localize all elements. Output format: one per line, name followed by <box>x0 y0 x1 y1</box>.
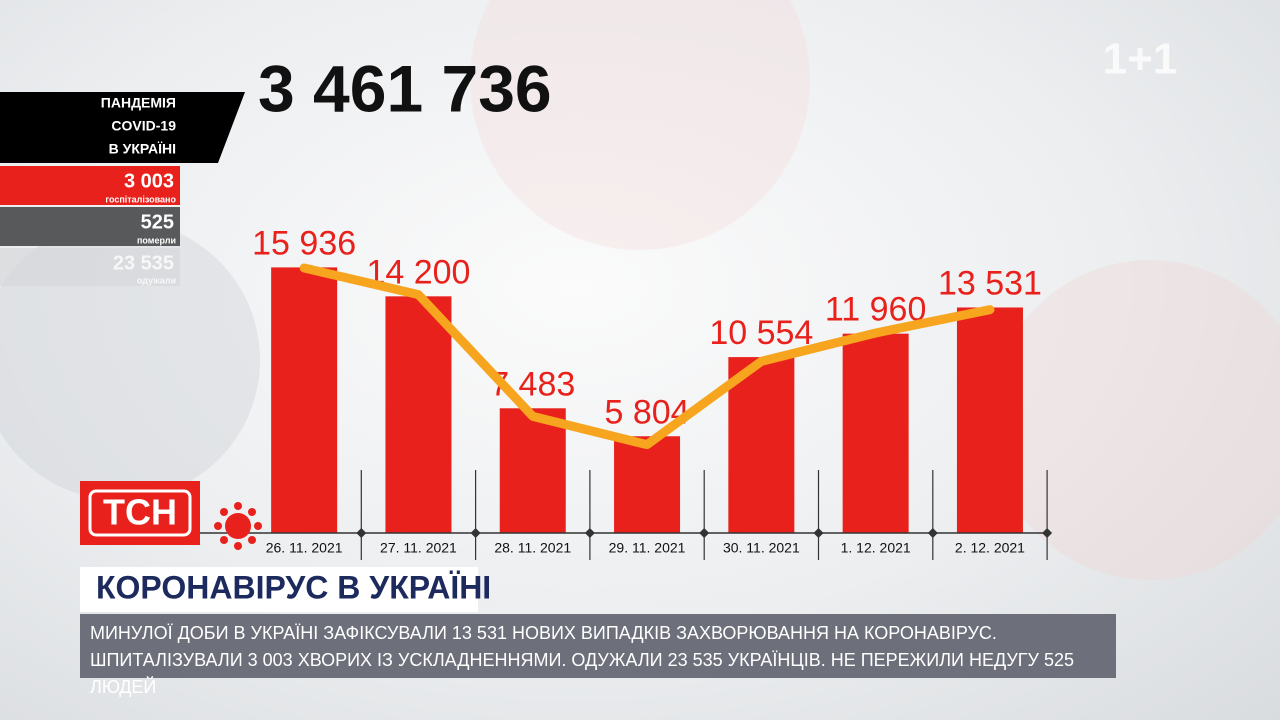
headline-box <box>80 567 478 612</box>
separator-diamond <box>584 528 595 538</box>
bar <box>614 436 681 533</box>
panel-title-box <box>0 92 245 163</box>
hospitalized-box <box>0 166 180 205</box>
x-tick-label: 28. 11. 2021 <box>494 540 571 556</box>
ticker: МИНУЛОЇ ДОБИ В УКРАЇНІ ЗАФІКСУВАЛИ 13 53… <box>80 614 1116 697</box>
virus-spike <box>234 502 242 510</box>
channel-logo: 1+1 <box>1103 35 1178 84</box>
value-label: 10 554 <box>709 314 813 352</box>
hospitalized-value: 3 003 <box>124 170 174 192</box>
bar <box>728 357 795 533</box>
virus-spike <box>220 508 228 516</box>
died-label: померли <box>137 235 176 245</box>
panel-title: ПАНДЕМІЯ <box>101 95 176 111</box>
hospitalized-label: госпіталізовано <box>105 194 176 204</box>
value-label: 13 531 <box>938 264 1042 302</box>
bg-blob <box>0 220 260 500</box>
separator-diamond <box>813 528 824 538</box>
logo-frame <box>88 489 192 537</box>
virus-spike <box>248 536 256 544</box>
virus-spike <box>254 522 262 530</box>
bar <box>842 333 909 533</box>
separator-diamond <box>699 528 710 538</box>
x-tick-label: 29. 11. 2021 <box>609 540 686 556</box>
died-box <box>0 207 180 246</box>
virus-spike <box>248 508 256 516</box>
separator-diamond <box>1042 528 1053 538</box>
x-tick-label: 1. 12. 2021 <box>841 540 911 556</box>
virus-spike <box>234 542 242 550</box>
x-tick-label: 30. 11. 2021 <box>723 540 800 556</box>
logo: ТСН <box>103 492 177 533</box>
total-count: 3 461 736 <box>258 51 552 125</box>
virus-spike <box>214 522 222 530</box>
separator-diamond <box>927 528 938 538</box>
headline: КОРОНАВІРУС В УКРАЇНІ <box>96 569 491 605</box>
panel-title: COVID-19 <box>111 118 176 134</box>
x-tick-label: 26. 11. 2021 <box>266 540 343 556</box>
x-tick-label: 2. 12. 2021 <box>955 540 1025 556</box>
panel-title: В УКРАЇНІ <box>109 141 176 157</box>
bar <box>385 296 452 533</box>
bg-blob <box>470 0 810 250</box>
recovered-label: одужали <box>137 275 176 285</box>
bar <box>956 307 1023 533</box>
virus-core <box>225 513 251 539</box>
recovered-value: 23 535 <box>113 252 174 274</box>
value-label: 15 936 <box>252 224 356 262</box>
virus-icon <box>214 502 262 550</box>
bg-blob <box>990 260 1280 580</box>
died-value: 525 <box>141 211 174 233</box>
bar <box>271 267 338 533</box>
separator-diamond <box>470 528 481 538</box>
trend-line <box>299 263 995 450</box>
x-tick-label: 27. 11. 2021 <box>380 540 457 556</box>
recovered-box <box>0 248 180 286</box>
separator-diamond <box>356 528 367 538</box>
bar <box>499 408 566 533</box>
virus-spike <box>220 536 228 544</box>
